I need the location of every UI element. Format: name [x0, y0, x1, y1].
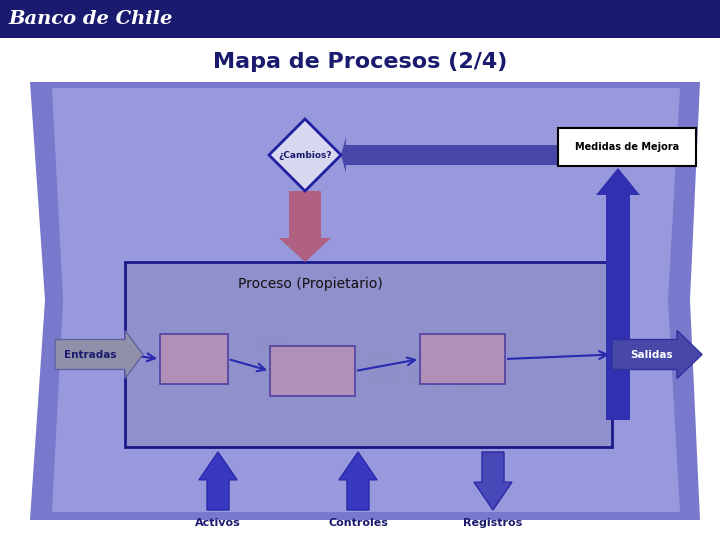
Text: Banco de Chile: Banco de Chile [8, 10, 172, 28]
Bar [0, 0, 720, 38]
Text: Mapa de Procesos (2/4): Mapa de Procesos (2/4) [213, 52, 507, 72]
Text: Controles: Controles [328, 518, 388, 528]
Text: Registros: Registros [464, 518, 523, 528]
Bar [420, 334, 505, 384]
Polygon shape [52, 88, 680, 512]
Polygon shape [474, 452, 512, 510]
Text: Entradas: Entradas [64, 349, 116, 360]
Bar [558, 128, 696, 166]
Polygon shape [612, 330, 702, 379]
Text: ¿Cambios?: ¿Cambios? [278, 151, 332, 159]
Text: Medidas de Mejora: Medidas de Mejora [575, 142, 679, 152]
Polygon shape [30, 82, 700, 520]
Polygon shape [341, 137, 558, 173]
Bar [270, 346, 355, 396]
Bar [125, 262, 612, 447]
Polygon shape [339, 452, 377, 510]
Polygon shape [199, 452, 237, 510]
Text: Salidas: Salidas [631, 349, 673, 360]
Polygon shape [269, 119, 341, 191]
Polygon shape [55, 330, 143, 379]
Polygon shape [596, 168, 640, 420]
Text: Tareas: Tareas [251, 339, 486, 401]
Polygon shape [279, 191, 331, 262]
Bar [160, 334, 228, 384]
Text: Activos: Activos [195, 518, 241, 528]
Text: Proceso (Propietario): Proceso (Propietario) [238, 277, 382, 291]
